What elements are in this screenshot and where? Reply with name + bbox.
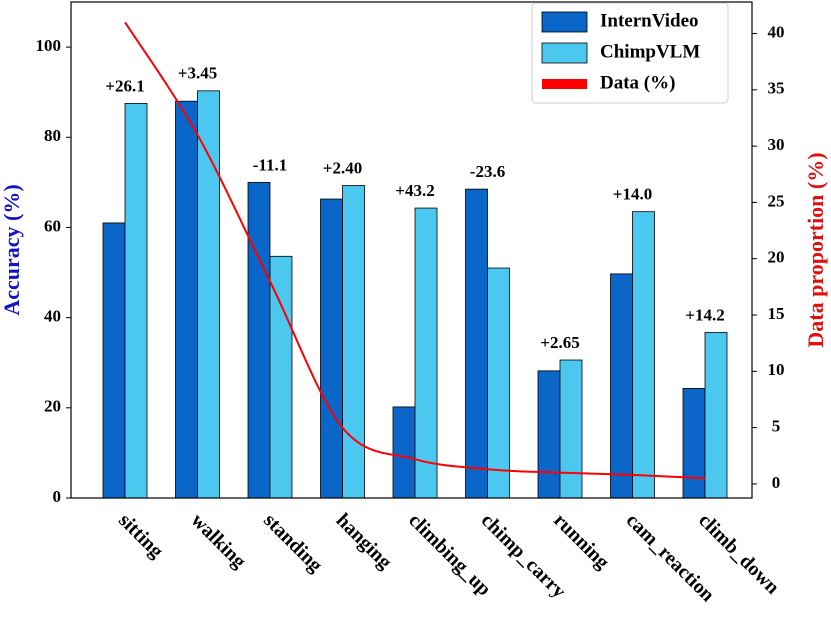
bar-annotation: +26.1 <box>105 76 144 95</box>
bar <box>487 267 510 499</box>
y2-tick-label: 0 <box>772 473 781 492</box>
y-tick-label: 40 <box>44 307 61 326</box>
bar <box>610 273 633 499</box>
y2-tick-label: 40 <box>768 22 785 41</box>
bar <box>247 181 271 499</box>
bar <box>124 103 148 499</box>
bar-annotation: -23.6 <box>470 162 505 181</box>
x-tick-label: hanging <box>332 509 396 573</box>
legend-swatch <box>542 79 587 89</box>
data-line <box>124 21 706 480</box>
y2-tick-label: 10 <box>768 360 785 379</box>
bar-annotation: +3.45 <box>178 64 217 83</box>
y-axis-title: Accuracy (%) <box>0 184 24 315</box>
x-tick-label: running <box>549 509 613 573</box>
legend-swatch <box>541 42 588 64</box>
y2-tick-label: 35 <box>768 79 785 98</box>
bar <box>704 332 728 499</box>
y2-tick-label: 20 <box>768 248 785 267</box>
bar-annotation: +2.65 <box>540 333 579 352</box>
bar <box>682 388 706 499</box>
y-tick-label: 80 <box>44 126 61 145</box>
y-tick-label: 20 <box>44 397 61 416</box>
y2-tick-label: 30 <box>768 135 785 154</box>
x-tick-label: standing <box>259 509 326 576</box>
y-tick-label: 0 <box>53 487 62 506</box>
bar-annotation: +2.40 <box>323 158 362 177</box>
bar <box>197 90 220 499</box>
bar <box>414 207 438 499</box>
bar-annotation: +14.0 <box>613 185 652 204</box>
bar <box>102 222 126 499</box>
y-tick-label: 60 <box>44 216 61 235</box>
legend-swatch <box>541 11 588 33</box>
bar <box>632 211 655 499</box>
bar <box>392 406 416 499</box>
legend-label: ChimpVLM <box>600 41 700 62</box>
y2-tick-label: 5 <box>772 417 781 436</box>
bar-annotation: +43.2 <box>395 181 434 200</box>
y2-tick-label: 25 <box>768 191 785 210</box>
legend-label: Data (%) <box>600 72 675 93</box>
x-tick-label: sitting <box>114 509 167 562</box>
bar <box>342 185 365 499</box>
y2-axis-title: Data proportion (%) <box>803 152 828 347</box>
bar <box>175 100 198 499</box>
bar <box>537 370 561 499</box>
y-tick-label: 100 <box>36 36 62 55</box>
y2-tick-label: 15 <box>768 304 785 323</box>
legend-label: InternVideo <box>600 10 699 31</box>
plot-frame <box>70 1 753 499</box>
bar <box>559 359 583 499</box>
bar-annotation: +14.2 <box>685 305 724 324</box>
bar <box>465 188 488 499</box>
bar <box>269 255 293 499</box>
bar-annotation: -11.1 <box>253 155 287 174</box>
x-tick-label: walking <box>187 509 251 573</box>
bar <box>320 198 343 499</box>
